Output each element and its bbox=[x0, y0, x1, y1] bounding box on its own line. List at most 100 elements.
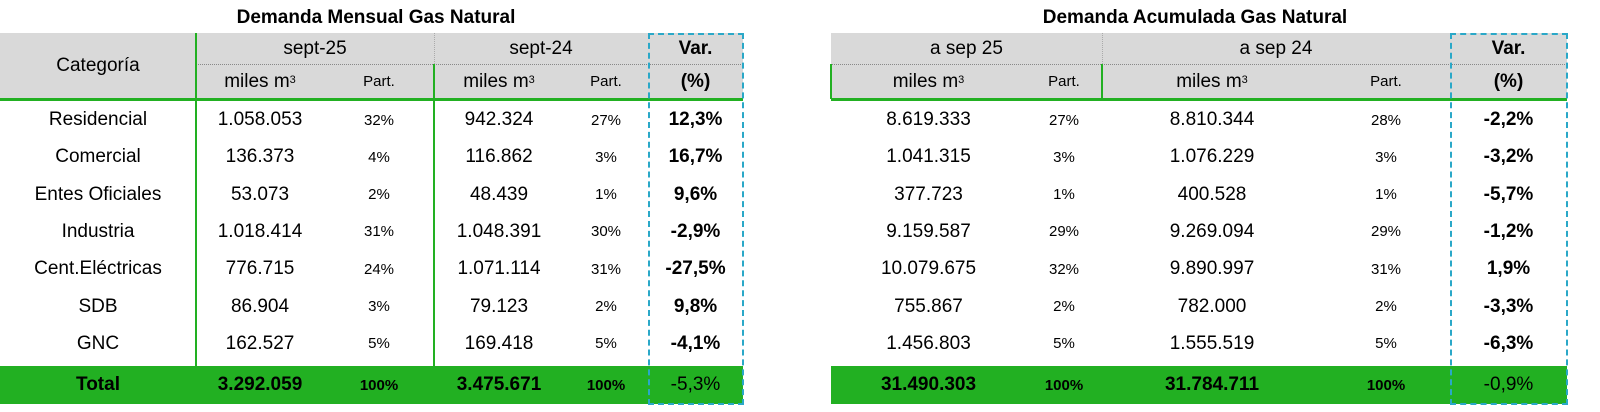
acc-row-var: -5,7% bbox=[1483, 183, 1534, 205]
row-var: 16,7% bbox=[668, 146, 723, 168]
acc-row-value-a: 9.159.587 bbox=[886, 220, 971, 242]
acc-row-value-b: 782.000 bbox=[1177, 295, 1247, 317]
acc-row-part-a: 5% bbox=[1053, 335, 1075, 353]
row-value-b: 1.048.391 bbox=[456, 220, 542, 242]
row-part-a: 32% bbox=[363, 111, 395, 129]
category-header: Categoría bbox=[0, 33, 196, 99]
acc-row-part-b: 3% bbox=[1375, 148, 1397, 166]
acc-var-header: Var. bbox=[1450, 33, 1567, 64]
part-header-b: Part. bbox=[564, 64, 648, 99]
row-value-b: 942.324 bbox=[464, 109, 534, 130]
row-var: 9,8% bbox=[673, 295, 718, 317]
row-value-a: 53.073 bbox=[230, 183, 290, 205]
row-value-a: 136.373 bbox=[225, 146, 295, 168]
row-value-a: 1.018.414 bbox=[217, 220, 303, 242]
acc-divider-left bbox=[830, 64, 832, 99]
row-part-a: 4% bbox=[368, 148, 390, 166]
acc-row-value-a: 10.079.675 bbox=[880, 258, 977, 280]
acc-row-part-a: 3% bbox=[1053, 148, 1075, 166]
acc-row-value-b: 9.890.997 bbox=[1169, 258, 1255, 280]
row-var: -27,5% bbox=[665, 258, 726, 280]
acc-period-a-header: a sep 25 bbox=[831, 33, 1102, 64]
acc-row-value-a: 8.619.333 bbox=[886, 109, 971, 130]
row-part-b: 5% bbox=[595, 335, 617, 353]
row-category: Cent.Eléctricas bbox=[34, 258, 162, 280]
row-category: Residencial bbox=[48, 109, 148, 130]
acc-total-value-a: 31.490.303 bbox=[880, 374, 977, 395]
acc-row-value-a: 755.867 bbox=[894, 295, 963, 317]
row-part-a: 31% bbox=[363, 223, 395, 241]
header-underline bbox=[0, 98, 743, 101]
total-var: -5,3% bbox=[670, 374, 721, 395]
acc-row-value-b: 1.076.229 bbox=[1169, 146, 1255, 168]
row-part-b: 30% bbox=[590, 223, 622, 241]
acc-row-part-a: 27% bbox=[1048, 111, 1080, 129]
row-value-b: 1.071.114 bbox=[457, 258, 541, 280]
total-part-b: 100% bbox=[586, 376, 626, 394]
row-var: 12,3% bbox=[668, 109, 723, 130]
row-part-b: 1% bbox=[595, 186, 617, 204]
divider-period bbox=[433, 64, 435, 366]
total-value-b: 3.475.671 bbox=[456, 374, 542, 395]
row-category: SDB bbox=[78, 295, 118, 317]
acc-row-var: -6,3% bbox=[1483, 332, 1534, 354]
total-label: Total bbox=[76, 374, 120, 395]
acc-row-var: -3,2% bbox=[1483, 146, 1534, 168]
row-value-a: 162.527 bbox=[225, 332, 295, 354]
acc-row-part-a: 1% bbox=[1053, 186, 1075, 204]
acc-row-part-a: 29% bbox=[1048, 223, 1080, 241]
acc-row-part-b: 29% bbox=[1370, 223, 1402, 241]
acc-header-divider bbox=[831, 64, 1567, 65]
row-category: Comercial bbox=[55, 146, 141, 168]
acc-period-b-header: a sep 24 bbox=[1102, 33, 1450, 64]
total-value-a: 3.292.059 bbox=[217, 374, 303, 395]
row-category: Entes Oficiales bbox=[34, 183, 162, 205]
row-part-b: 31% bbox=[590, 260, 622, 278]
acc-row-var: -3,3% bbox=[1483, 295, 1534, 317]
acc-row-part-b: 1% bbox=[1375, 186, 1397, 204]
acc-row-value-a: 377.723 bbox=[894, 183, 963, 205]
accumulated-table-title: Demanda Acumulada Gas Natural bbox=[1042, 7, 1348, 28]
acc-row-part-a: 2% bbox=[1053, 298, 1075, 315]
row-part-a: 5% bbox=[368, 335, 390, 353]
row-part-a: 3% bbox=[368, 298, 390, 315]
acc-header-divider-vertical bbox=[1102, 33, 1103, 64]
row-category: Industria bbox=[61, 220, 135, 242]
total-row bbox=[0, 366, 743, 404]
acc-row-part-b: 5% bbox=[1375, 335, 1397, 353]
acc-row-value-b: 400.528 bbox=[1177, 183, 1247, 205]
acc-row-part-b: 28% bbox=[1370, 111, 1402, 129]
row-var: -2,9% bbox=[670, 220, 721, 242]
acc-total-part-a: 100% bbox=[1044, 376, 1084, 394]
acc-total-part-b: 100% bbox=[1366, 376, 1406, 394]
acc-row-value-a: 1.041.315 bbox=[886, 146, 971, 168]
acc-total-value-b: 31.784.711 bbox=[1164, 374, 1260, 395]
acc-total-row bbox=[831, 366, 1567, 404]
row-part-b: 3% bbox=[595, 148, 617, 166]
row-value-b: 48.439 bbox=[469, 183, 529, 205]
row-value-b: 79.123 bbox=[469, 295, 529, 317]
row-value-b: 169.418 bbox=[464, 332, 534, 354]
row-value-b: 116.862 bbox=[465, 146, 533, 168]
monthly-table-title: Demanda Mensual Gas Natural bbox=[236, 7, 516, 28]
acc-part-header-b: Part. bbox=[1322, 64, 1450, 99]
acc-row-value-b: 9.269.094 bbox=[1169, 220, 1255, 242]
period-a-header: sept-25 bbox=[196, 33, 434, 64]
header-divider bbox=[196, 64, 743, 65]
acc-header-underline bbox=[831, 98, 1567, 101]
divider-category bbox=[195, 33, 197, 404]
acc-row-part-b: 2% bbox=[1375, 298, 1397, 315]
row-var: 9,6% bbox=[673, 183, 718, 205]
row-part-b: 27% bbox=[590, 111, 622, 129]
acc-total-var: -0,9% bbox=[1483, 374, 1534, 395]
total-part-a: 100% bbox=[359, 376, 399, 394]
acc-row-var: -1,2% bbox=[1483, 220, 1534, 242]
acc-row-var: -2,2% bbox=[1483, 109, 1534, 130]
acc-pct-header: (%) bbox=[1450, 64, 1567, 99]
row-category: GNC bbox=[76, 332, 120, 354]
row-part-a: 2% bbox=[368, 186, 390, 204]
acc-divider-period bbox=[1101, 64, 1103, 99]
